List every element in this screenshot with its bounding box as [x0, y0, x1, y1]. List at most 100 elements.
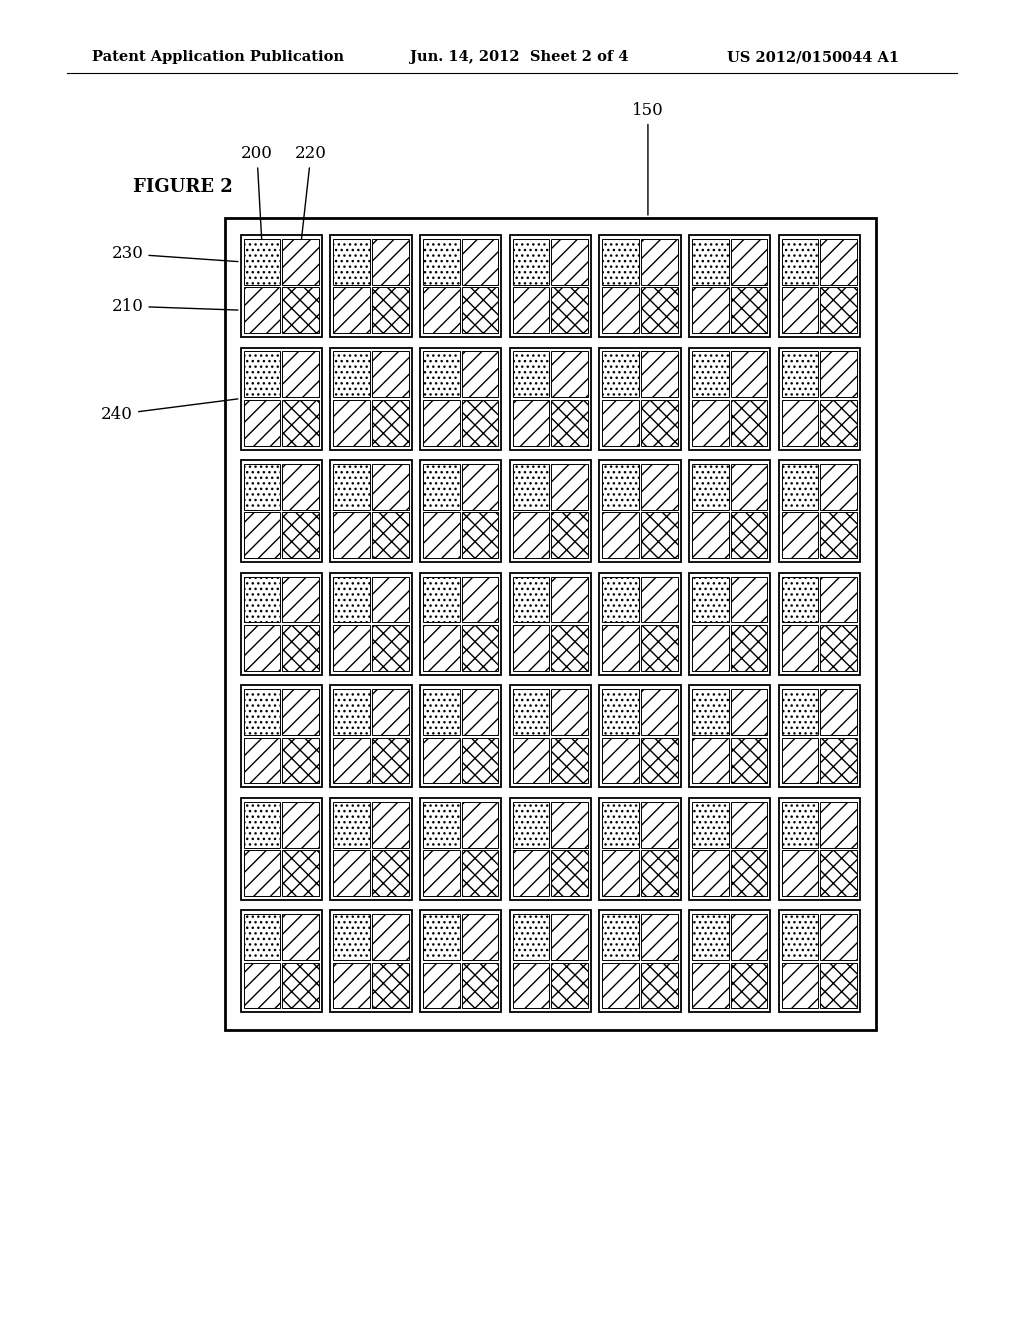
- Bar: [599, 797, 681, 900]
- Bar: [513, 915, 549, 960]
- Bar: [244, 801, 281, 847]
- Text: 150: 150: [632, 102, 664, 215]
- Bar: [820, 351, 857, 397]
- Bar: [244, 962, 281, 1008]
- Bar: [551, 351, 588, 397]
- Bar: [420, 797, 502, 900]
- Bar: [241, 347, 323, 450]
- Bar: [423, 962, 460, 1008]
- Bar: [731, 689, 767, 735]
- Bar: [689, 797, 770, 900]
- Bar: [641, 850, 678, 896]
- Bar: [513, 465, 549, 510]
- Bar: [283, 465, 319, 510]
- Text: 240: 240: [101, 399, 238, 422]
- Bar: [599, 573, 681, 675]
- Bar: [372, 512, 409, 558]
- Text: 200: 200: [241, 145, 272, 243]
- Bar: [641, 288, 678, 333]
- Bar: [551, 239, 588, 285]
- Bar: [731, 512, 767, 558]
- Bar: [692, 239, 729, 285]
- Text: 210: 210: [112, 298, 238, 314]
- Bar: [334, 738, 370, 783]
- Bar: [423, 512, 460, 558]
- Bar: [820, 689, 857, 735]
- Bar: [731, 801, 767, 847]
- Bar: [241, 235, 323, 337]
- Bar: [244, 351, 281, 397]
- Bar: [372, 626, 409, 671]
- Bar: [283, 689, 319, 735]
- Bar: [334, 626, 370, 671]
- Bar: [244, 915, 281, 960]
- Bar: [331, 911, 412, 1012]
- Bar: [641, 465, 678, 510]
- Bar: [372, 239, 409, 285]
- Bar: [462, 738, 499, 783]
- Bar: [510, 911, 591, 1012]
- Bar: [241, 685, 323, 787]
- Bar: [513, 850, 549, 896]
- Bar: [241, 573, 323, 675]
- Bar: [462, 239, 499, 285]
- Bar: [283, 400, 319, 446]
- Bar: [692, 801, 729, 847]
- Bar: [551, 915, 588, 960]
- Bar: [781, 351, 818, 397]
- Bar: [334, 801, 370, 847]
- Bar: [244, 512, 281, 558]
- Bar: [513, 512, 549, 558]
- Bar: [602, 512, 639, 558]
- Bar: [602, 577, 639, 623]
- Bar: [513, 351, 549, 397]
- Bar: [692, 288, 729, 333]
- Bar: [510, 573, 591, 675]
- Bar: [462, 465, 499, 510]
- Text: 220: 220: [295, 145, 327, 243]
- Bar: [513, 962, 549, 1008]
- Bar: [372, 915, 409, 960]
- Bar: [244, 850, 281, 896]
- Bar: [599, 235, 681, 337]
- Bar: [551, 626, 588, 671]
- Bar: [820, 850, 857, 896]
- Bar: [778, 461, 860, 562]
- Bar: [602, 288, 639, 333]
- Bar: [423, 626, 460, 671]
- Bar: [781, 239, 818, 285]
- Bar: [510, 347, 591, 450]
- Bar: [423, 577, 460, 623]
- Bar: [692, 626, 729, 671]
- Bar: [462, 577, 499, 623]
- Bar: [513, 689, 549, 735]
- Bar: [781, 288, 818, 333]
- Bar: [602, 801, 639, 847]
- Bar: [778, 235, 860, 337]
- Bar: [283, 626, 319, 671]
- Bar: [551, 801, 588, 847]
- Bar: [423, 689, 460, 735]
- Bar: [283, 738, 319, 783]
- Bar: [692, 400, 729, 446]
- Bar: [334, 915, 370, 960]
- Bar: [820, 738, 857, 783]
- Bar: [334, 351, 370, 397]
- Bar: [334, 689, 370, 735]
- Bar: [283, 239, 319, 285]
- Bar: [513, 239, 549, 285]
- Bar: [599, 347, 681, 450]
- Bar: [244, 626, 281, 671]
- Bar: [331, 685, 412, 787]
- Text: Patent Application Publication: Patent Application Publication: [92, 50, 344, 65]
- Bar: [781, 577, 818, 623]
- Bar: [820, 512, 857, 558]
- Bar: [731, 465, 767, 510]
- Bar: [820, 915, 857, 960]
- Bar: [513, 400, 549, 446]
- Bar: [781, 626, 818, 671]
- Bar: [692, 915, 729, 960]
- Bar: [641, 239, 678, 285]
- Bar: [689, 573, 770, 675]
- Bar: [420, 461, 502, 562]
